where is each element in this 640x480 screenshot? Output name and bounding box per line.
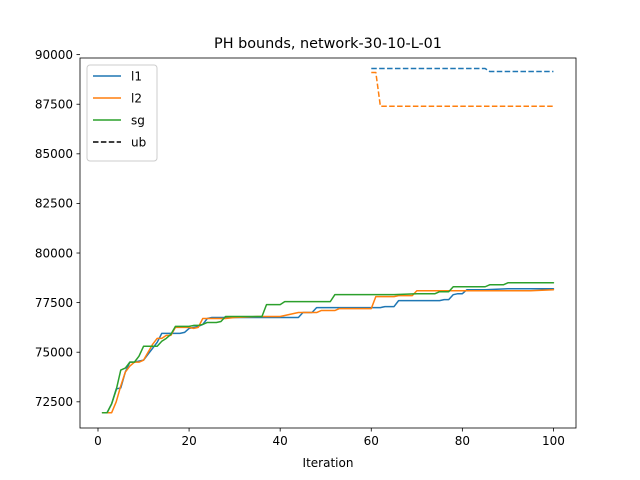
y-tick-label: 82500 xyxy=(35,197,73,211)
y-tick-label: 80000 xyxy=(35,246,73,260)
x-tick-label: 100 xyxy=(542,434,565,448)
legend-label-l2: l2 xyxy=(131,91,142,105)
series-line-l2 xyxy=(101,288,555,414)
y-axis: 72500 75000 77500 80000 82500 85000 87500 90000 xyxy=(35,48,80,409)
series-line-ub-l1 xyxy=(371,67,554,73)
y-tick-label: 75000 xyxy=(35,346,73,360)
x-tick-label: 0 xyxy=(94,434,102,448)
y-tick-label: 85000 xyxy=(35,147,73,161)
x-axis: 0 20 40 60 80 100 xyxy=(94,428,565,448)
chart-title: PH bounds, network-30-10-L-01 xyxy=(214,36,442,52)
legend-box xyxy=(86,64,158,162)
legend-label-sg: sg xyxy=(131,113,145,127)
plot-lines xyxy=(101,67,555,414)
x-tick-label: 80 xyxy=(455,434,470,448)
x-tick-label: 40 xyxy=(273,434,288,448)
x-tick-label: 20 xyxy=(181,434,196,448)
legend-label-l1: l1 xyxy=(131,69,142,83)
y-tick-label: 72500 xyxy=(35,395,73,409)
plot-frame xyxy=(79,57,577,429)
x-tick-label: 60 xyxy=(364,434,379,448)
x-axis-label: Iteration xyxy=(303,456,354,470)
y-tick-label: 77500 xyxy=(35,296,73,310)
y-tick-label: 90000 xyxy=(35,48,73,62)
legend: l1 l2 sg ub xyxy=(86,64,158,162)
series-line-ub-l2 xyxy=(371,71,554,107)
legend-label-ub: ub xyxy=(131,135,146,149)
series-line-sg xyxy=(101,282,555,414)
y-tick-label: 87500 xyxy=(35,98,73,112)
